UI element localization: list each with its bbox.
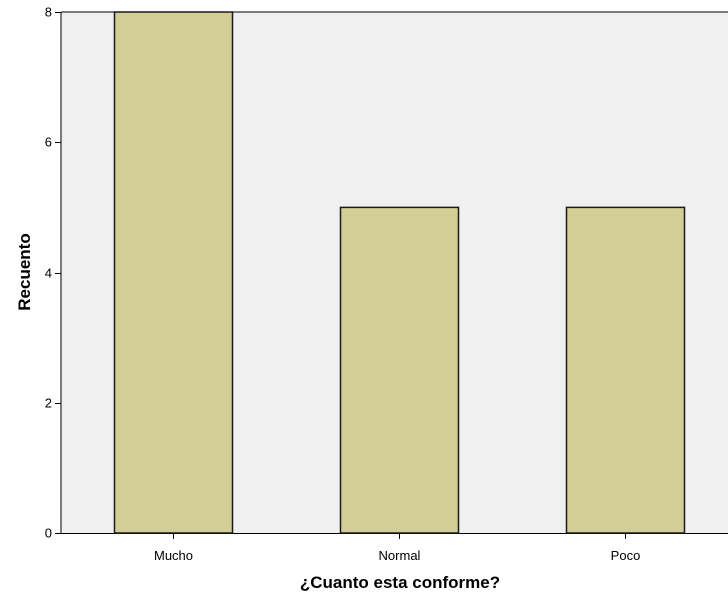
y-tick-label: 2 — [45, 396, 52, 411]
x-tick-label: Poco — [611, 548, 641, 563]
y-tick-label: 4 — [45, 266, 52, 281]
x-axis-title: ¿Cuanto esta conforme? — [300, 573, 500, 592]
x-axis — [61, 533, 728, 539]
bars — [113, 11, 686, 534]
bar-poco — [565, 206, 686, 534]
x-tick-label: Mucho — [154, 548, 193, 563]
x-tick-label: Normal — [379, 548, 421, 563]
bar-mucho — [113, 11, 234, 534]
x-tick-labels: Mucho Normal Poco — [154, 548, 640, 563]
y-tick-label: 0 — [45, 526, 52, 541]
y-axis-title: Recuento — [15, 233, 34, 310]
y-tick-label: 8 — [45, 5, 52, 20]
y-tick-label: 6 — [45, 135, 52, 150]
bar-normal — [339, 206, 460, 534]
